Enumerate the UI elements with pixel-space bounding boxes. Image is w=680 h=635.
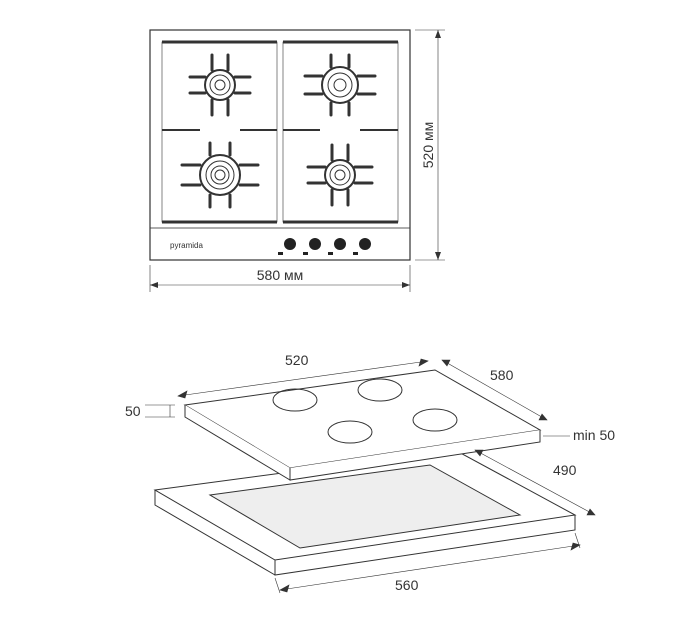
right-grate-panel: [283, 42, 398, 222]
top-view: pyramida: [150, 30, 445, 292]
burner-top-right: [305, 55, 375, 115]
iso-580: 580: [490, 367, 514, 383]
dim-height: 520 мм: [415, 30, 445, 260]
burner-bottom-left: [182, 143, 258, 207]
knob: [309, 238, 321, 250]
diagram-svg: pyramida: [0, 0, 680, 630]
height-label: 520 мм: [420, 122, 436, 169]
knob: [359, 238, 371, 250]
knob: [284, 238, 296, 250]
burner-bottom-right: [308, 145, 372, 205]
dim-width: 580 мм: [150, 265, 410, 292]
iso-560: 560: [395, 577, 419, 593]
hob-outline: [150, 30, 410, 260]
iso-520: 520: [285, 352, 309, 368]
iso-view: 580 520 50 560 490 min 50: [125, 352, 615, 593]
iso-490: 490: [553, 462, 577, 478]
iso-min50: min 50: [573, 427, 615, 443]
left-grate-panel: [162, 42, 277, 222]
width-label: 580 мм: [257, 267, 304, 283]
knob: [334, 238, 346, 250]
cooktop-panel: [185, 370, 540, 480]
iso-50: 50: [125, 403, 141, 419]
knobs: [278, 238, 371, 255]
technical-diagram: pyramida: [0, 0, 680, 630]
burner-top-left: [190, 55, 250, 115]
brand-label: pyramida: [170, 241, 203, 250]
